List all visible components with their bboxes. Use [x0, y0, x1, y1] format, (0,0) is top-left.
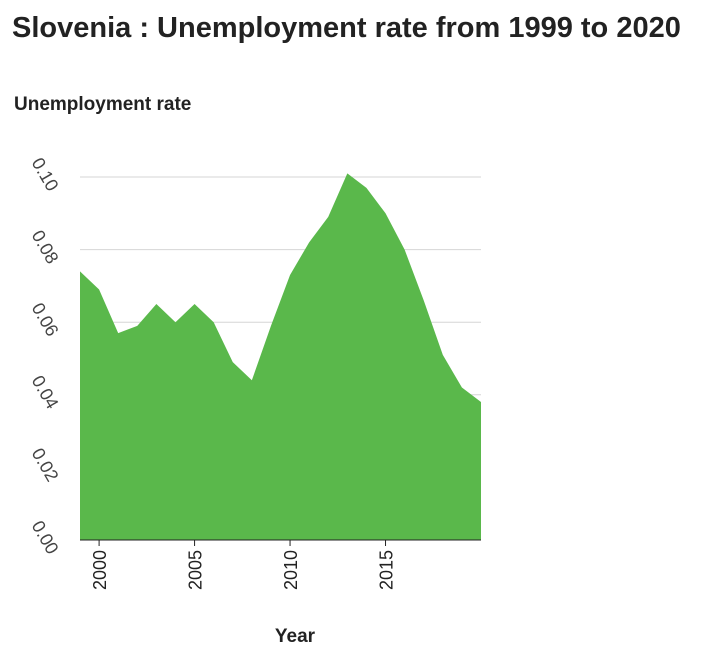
y-tick-label-4: 0.08 — [28, 227, 63, 267]
chart-title: Slovenia : Unemployment rate from 1999 t… — [12, 12, 681, 44]
y-tick-label-2: 0.04 — [28, 372, 63, 412]
x-tick-label-2005: 2005 — [186, 550, 206, 590]
x-axis-label: Year — [274, 626, 316, 647]
area-series — [80, 173, 481, 540]
y-tick-label-1: 0.02 — [28, 445, 63, 485]
x-tick-label-2015: 2015 — [377, 550, 397, 590]
x-tick-label-2000: 2000 — [90, 550, 110, 590]
y-tick-label-5: 0.10 — [28, 154, 63, 194]
y-tick-label-3: 0.06 — [28, 299, 63, 339]
y-tick-label-0: 0.00 — [28, 517, 63, 557]
area-layer — [80, 173, 481, 540]
y-axis-label: Unemployment rate — [14, 94, 192, 115]
x-tick-label-2010: 2010 — [281, 550, 301, 590]
